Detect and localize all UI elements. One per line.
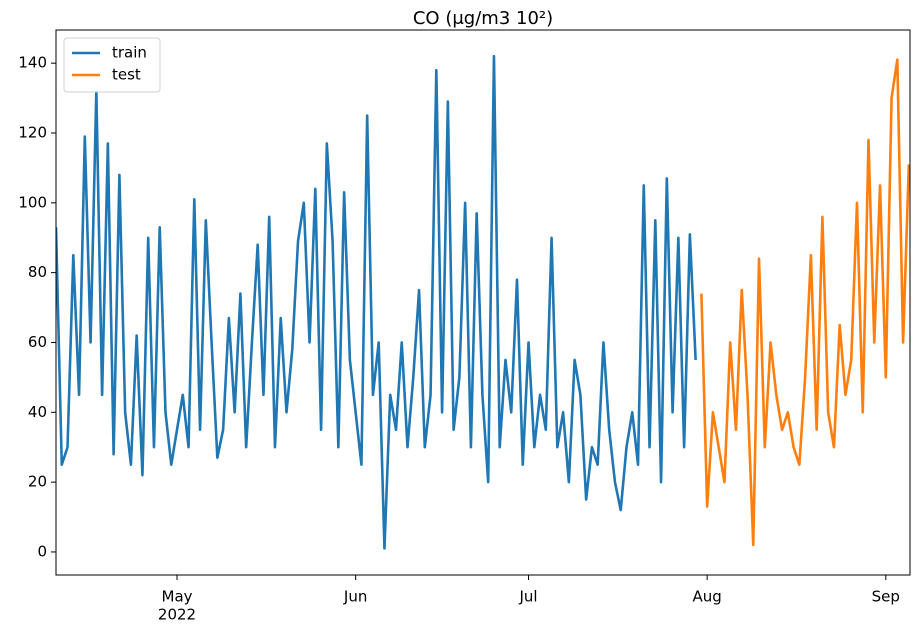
plot-frame [55,29,911,576]
x-tick-sublabel: 2022 [158,606,196,624]
y-tick-label: 40 [28,403,47,421]
legend: train test [63,37,161,93]
x-tick-label: Jun [343,588,367,606]
y-tick-label: 20 [28,473,47,491]
x-tick-label: May [162,588,193,606]
series-line [56,54,697,550]
x-tick-label: Aug [693,588,722,606]
chart-title: CO (μg/m3 10²) [413,8,553,29]
y-tick-label: 140 [18,54,47,72]
y-tick-label: 0 [37,542,47,560]
legend-label: train [112,44,147,62]
y-tick-label: 60 [28,333,47,351]
y-tick-label: 80 [28,263,47,281]
legend-label: test [112,66,141,84]
y-tick-label: 100 [18,193,47,211]
x-tick-label: Jul [518,588,537,606]
series-line [700,58,910,547]
legend-box [63,37,161,93]
x-tick-label: Sep [872,588,900,606]
y-tick-label: 120 [18,123,47,141]
